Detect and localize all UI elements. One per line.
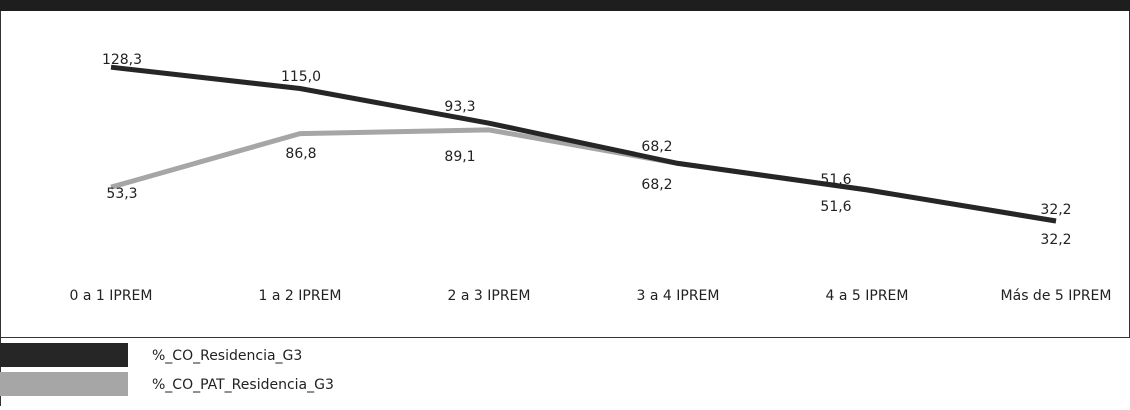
data-label: 68,2 xyxy=(641,139,672,155)
data-label: 32,2 xyxy=(1040,202,1071,218)
legend-swatch-2 xyxy=(0,372,128,396)
header-bar xyxy=(0,0,1130,11)
legend-swatch-1 xyxy=(0,343,128,367)
legend-label-1: %_CO_Residencia_G3 xyxy=(152,348,302,364)
data-label: 86,8 xyxy=(285,146,316,162)
data-label: 128,3 xyxy=(102,52,142,68)
x-tick-label: Más de 5 IPREM xyxy=(1001,288,1112,304)
data-label: 51,6 xyxy=(820,172,851,188)
data-label: 93,3 xyxy=(444,99,475,115)
data-label: 115,0 xyxy=(281,69,321,85)
x-tick-label: 2 a 3 IPREM xyxy=(448,288,531,304)
data-label: 53,3 xyxy=(106,186,137,202)
legend: %_CO_Residencia_G3 %_CO_PAT_Residencia_G3 xyxy=(0,343,334,396)
data-label: 89,1 xyxy=(444,149,475,165)
data-label: 51,6 xyxy=(820,199,851,215)
series-line-1 xyxy=(111,67,1056,221)
data-label: 68,2 xyxy=(641,177,672,193)
legend-label-2: %_CO_PAT_Residencia_G3 xyxy=(152,377,334,393)
x-tick-label: 0 a 1 IPREM xyxy=(70,288,153,304)
data-label: 32,2 xyxy=(1040,232,1071,248)
x-tick-label: 4 a 5 IPREM xyxy=(826,288,909,304)
x-tick-label: 1 a 2 IPREM xyxy=(259,288,342,304)
x-axis-ticks: 0 a 1 IPREM 1 a 2 IPREM 2 a 3 IPREM 3 a 4 I… xyxy=(70,288,1112,304)
series-layer xyxy=(111,67,1056,221)
x-tick-label: 3 a 4 IPREM xyxy=(637,288,720,304)
